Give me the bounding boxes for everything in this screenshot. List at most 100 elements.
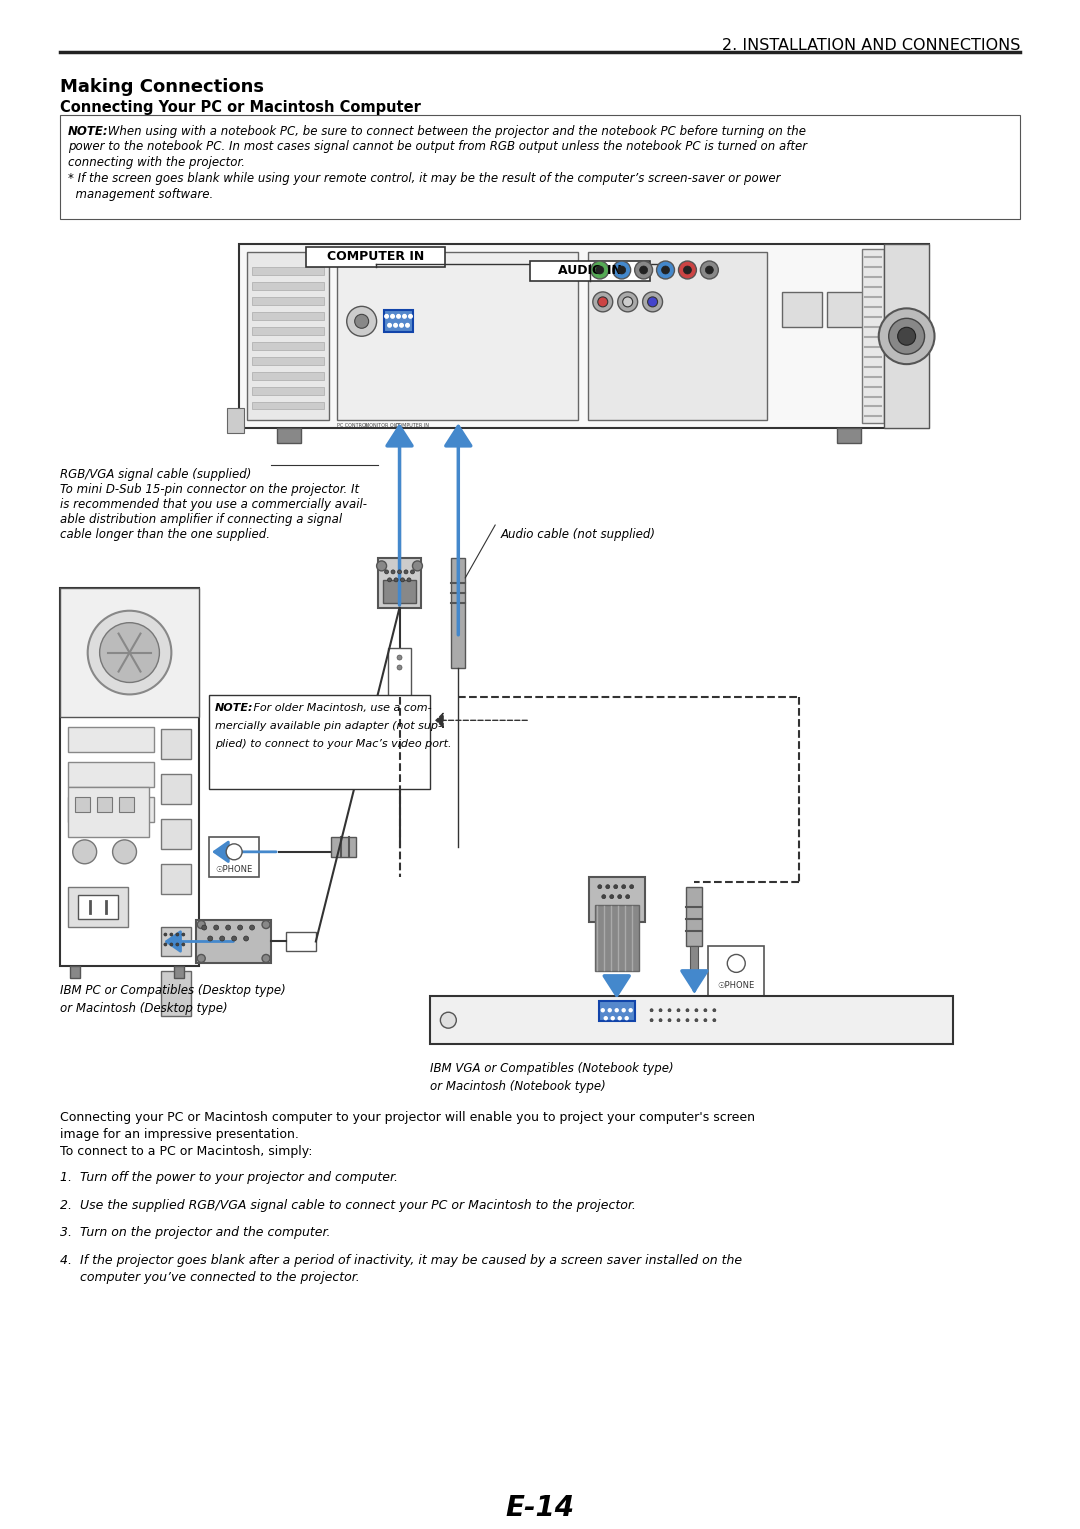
Bar bbox=[59, 587, 200, 966]
Bar bbox=[68, 787, 149, 836]
Circle shape bbox=[606, 885, 610, 888]
Bar bbox=[161, 971, 191, 1017]
Bar bbox=[286, 931, 315, 951]
Circle shape bbox=[406, 324, 409, 327]
Bar bbox=[70, 966, 80, 979]
Circle shape bbox=[701, 261, 718, 278]
Bar bbox=[68, 797, 154, 823]
Bar bbox=[96, 797, 111, 812]
Circle shape bbox=[678, 261, 697, 278]
Circle shape bbox=[262, 920, 270, 928]
Circle shape bbox=[705, 266, 714, 274]
Circle shape bbox=[99, 622, 160, 682]
Circle shape bbox=[879, 309, 934, 364]
Circle shape bbox=[401, 578, 405, 583]
Circle shape bbox=[598, 297, 608, 307]
Text: AUDIO IN: AUDIO IN bbox=[558, 265, 622, 277]
Bar bbox=[161, 774, 191, 804]
Circle shape bbox=[112, 839, 136, 864]
Bar bbox=[595, 905, 638, 971]
Text: To connect to a PC or Macintosh, simply:: To connect to a PC or Macintosh, simply: bbox=[59, 1145, 312, 1157]
Bar bbox=[161, 927, 191, 957]
Text: RGB/VGA signal cable (supplied): RGB/VGA signal cable (supplied) bbox=[59, 468, 252, 482]
Bar bbox=[252, 268, 324, 275]
Text: is recommended that you use a commercially avail-: is recommended that you use a commercial… bbox=[59, 498, 367, 511]
Circle shape bbox=[677, 1018, 680, 1021]
Bar bbox=[306, 248, 445, 268]
Circle shape bbox=[87, 610, 172, 694]
Circle shape bbox=[662, 266, 670, 274]
Text: * If the screen goes blank while using your remote control, it may be the result: * If the screen goes blank while using y… bbox=[68, 173, 780, 185]
Bar bbox=[598, 1001, 635, 1021]
Circle shape bbox=[659, 1009, 662, 1012]
Circle shape bbox=[602, 1009, 605, 1012]
Text: able distribution amplifier if connecting a signal: able distribution amplifier if connectin… bbox=[59, 514, 342, 526]
Circle shape bbox=[657, 261, 675, 278]
Circle shape bbox=[598, 885, 602, 888]
Text: 2. INSTALLATION AND CONNECTIONS: 2. INSTALLATION AND CONNECTIONS bbox=[721, 38, 1021, 54]
Bar bbox=[59, 115, 1021, 219]
Circle shape bbox=[694, 1018, 698, 1021]
Circle shape bbox=[713, 1009, 716, 1012]
Text: NOTE:: NOTE: bbox=[215, 703, 254, 714]
Circle shape bbox=[384, 315, 389, 318]
Circle shape bbox=[181, 933, 185, 936]
Circle shape bbox=[394, 324, 397, 327]
Bar bbox=[252, 372, 324, 379]
Circle shape bbox=[605, 1017, 607, 1020]
Bar bbox=[59, 587, 200, 717]
Text: IBM VGA or Compatibles (Notebook type): IBM VGA or Compatibles (Notebook type) bbox=[431, 1063, 674, 1075]
Bar bbox=[590, 1005, 618, 1037]
Bar bbox=[276, 428, 301, 443]
Bar bbox=[837, 428, 861, 443]
Circle shape bbox=[625, 894, 630, 899]
Bar bbox=[926, 1006, 945, 1034]
Bar bbox=[68, 761, 154, 787]
Circle shape bbox=[176, 933, 179, 936]
Text: Making Connections: Making Connections bbox=[59, 78, 264, 96]
Circle shape bbox=[613, 885, 618, 888]
Bar bbox=[252, 341, 324, 350]
Bar bbox=[548, 1005, 576, 1037]
Bar bbox=[68, 887, 127, 927]
Text: plied) to connect to your Mac’s video port.: plied) to connect to your Mac’s video po… bbox=[215, 739, 451, 749]
Text: connecting with the projector.: connecting with the projector. bbox=[68, 156, 245, 170]
Bar bbox=[197, 919, 271, 963]
Circle shape bbox=[618, 292, 637, 312]
Circle shape bbox=[347, 306, 377, 336]
Text: mercially available pin adapter (not sup-: mercially available pin adapter (not sup… bbox=[215, 722, 442, 731]
Bar bbox=[210, 696, 431, 789]
Circle shape bbox=[648, 297, 658, 307]
Circle shape bbox=[397, 654, 402, 661]
Bar bbox=[78, 894, 118, 919]
Bar bbox=[862, 249, 883, 424]
Bar bbox=[161, 864, 191, 893]
Circle shape bbox=[623, 297, 633, 307]
Circle shape bbox=[226, 844, 242, 859]
Text: NOTE:: NOTE: bbox=[68, 124, 108, 138]
Circle shape bbox=[618, 1017, 621, 1020]
Bar bbox=[247, 252, 328, 420]
Circle shape bbox=[704, 1009, 707, 1012]
Circle shape bbox=[72, 839, 96, 864]
Bar bbox=[227, 408, 244, 433]
Text: COMPUTER IN: COMPUTER IN bbox=[394, 424, 429, 428]
Text: Connecting your PC or Macintosh computer to your projector will enable you to pr: Connecting your PC or Macintosh computer… bbox=[59, 1112, 755, 1124]
Circle shape bbox=[408, 315, 413, 318]
Bar bbox=[458, 1005, 483, 1037]
Circle shape bbox=[639, 266, 648, 274]
Circle shape bbox=[677, 1009, 680, 1012]
Circle shape bbox=[686, 1009, 689, 1012]
Bar bbox=[782, 292, 822, 327]
Circle shape bbox=[669, 1009, 671, 1012]
Circle shape bbox=[238, 925, 243, 930]
Bar bbox=[530, 261, 649, 281]
Text: E-14: E-14 bbox=[505, 1494, 575, 1523]
Text: 2.  Use the supplied RGB/VGA signal cable to connect your PC or Macintosh to the: 2. Use the supplied RGB/VGA signal cable… bbox=[59, 1199, 636, 1211]
Circle shape bbox=[198, 920, 205, 928]
Circle shape bbox=[391, 315, 394, 318]
Circle shape bbox=[650, 1018, 653, 1021]
Bar bbox=[119, 797, 134, 812]
Circle shape bbox=[596, 266, 604, 274]
Bar bbox=[252, 387, 324, 394]
